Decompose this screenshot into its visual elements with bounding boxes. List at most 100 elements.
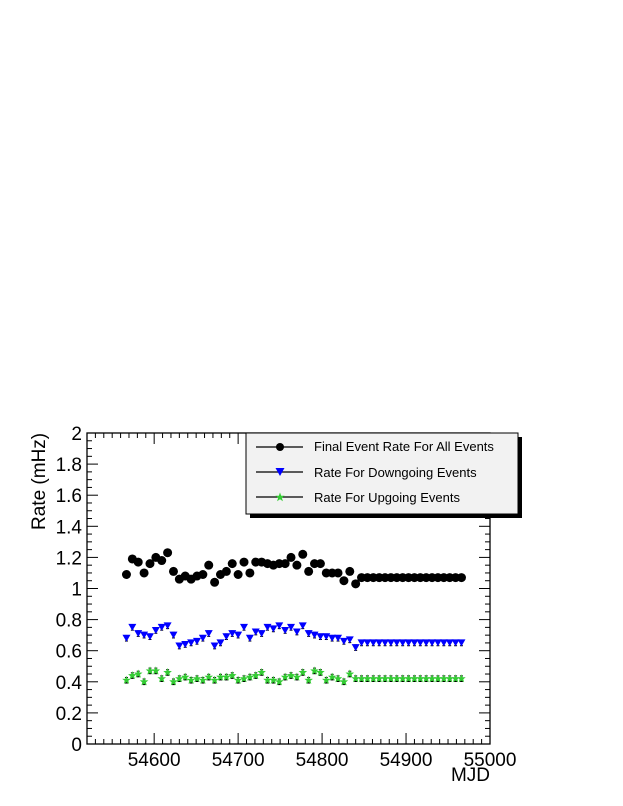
- data-point: [398, 639, 407, 647]
- data-point: [128, 623, 137, 631]
- data-point: [439, 639, 448, 647]
- data-point: [216, 672, 225, 681]
- x-axis: 54600 54700 54800 54900 55000: [94, 433, 516, 771]
- data-point: [280, 672, 290, 681]
- data-point: [451, 674, 460, 683]
- data-point: [386, 639, 395, 647]
- data-point: [351, 674, 360, 683]
- data-point: [392, 639, 401, 647]
- x-tick-label: 54700: [212, 750, 265, 771]
- data-point: [310, 631, 319, 639]
- plot-area: 54600 54700 54800 54900 55000 0 0.2 0.4 0.6 0.8 1…: [56, 424, 517, 771]
- data-point: [222, 633, 231, 641]
- data-point: [275, 622, 284, 630]
- data-point: [327, 672, 337, 681]
- data-point: [445, 639, 454, 647]
- data-point: [375, 639, 384, 647]
- y-tick-label: 1.2: [56, 548, 82, 569]
- data-point: [269, 675, 278, 684]
- data-point: [339, 637, 348, 645]
- data-point: [334, 634, 343, 642]
- data-point: [451, 639, 460, 647]
- legend-marker-circle: [276, 443, 284, 451]
- data-point: [322, 675, 331, 684]
- data-point: [163, 548, 173, 558]
- data-point: [198, 675, 208, 684]
- data-point: [298, 668, 308, 677]
- data-point: [233, 570, 243, 580]
- data-point: [410, 674, 419, 683]
- data-point: [422, 639, 431, 647]
- data-point: [304, 630, 313, 638]
- data-point: [133, 557, 143, 567]
- data-point: [233, 675, 243, 684]
- data-point: [386, 674, 396, 683]
- data-point: [416, 639, 425, 647]
- data-point: [433, 639, 442, 647]
- data-point: [181, 640, 190, 648]
- data-point: [310, 666, 319, 675]
- data-point: [216, 639, 225, 647]
- data-point: [345, 669, 355, 678]
- data-point: [339, 576, 349, 586]
- data-point: [298, 549, 308, 559]
- data-point: [410, 639, 419, 647]
- data-point: [427, 674, 437, 683]
- data-point: [392, 674, 402, 683]
- data-point: [428, 639, 437, 647]
- data-point: [345, 566, 355, 576]
- data-point: [227, 559, 237, 569]
- data-point: [145, 666, 155, 675]
- data-point: [416, 674, 425, 683]
- y-tick-label: 0.2: [56, 704, 82, 725]
- data-point: [168, 566, 178, 576]
- data-point: [251, 628, 260, 636]
- data-point: [257, 668, 266, 677]
- data-point: [122, 634, 131, 642]
- legend: Final Event Rate For All Events Rate For…: [245, 432, 522, 518]
- data-point: [445, 674, 454, 683]
- series-2: [122, 666, 466, 686]
- data-point: [187, 639, 196, 647]
- data-point: [157, 623, 166, 631]
- x-tick-label: 54800: [296, 750, 349, 771]
- data-point: [139, 568, 149, 578]
- data-point: [122, 675, 131, 684]
- data-point: [292, 560, 302, 570]
- data-point: [240, 623, 249, 631]
- data-point: [457, 674, 466, 683]
- x-axis-title: MJD: [451, 765, 490, 786]
- y-axis: 0 0.2 0.4 0.6 0.8 1 1.2 1.4 1.6 1.8 2: [56, 424, 490, 756]
- data-point: [345, 636, 354, 644]
- y-tick-label: 0.4: [56, 673, 83, 694]
- data-point: [140, 631, 149, 639]
- data-point: [228, 671, 237, 680]
- y-tick-label: 1: [71, 580, 82, 601]
- data-point: [369, 674, 378, 683]
- data-point: [269, 625, 278, 633]
- data-point: [145, 559, 155, 569]
- data-point: [286, 552, 296, 562]
- data-point: [381, 639, 390, 647]
- data-point: [315, 559, 325, 569]
- data-point: [139, 677, 149, 686]
- data-point: [292, 672, 302, 681]
- legend-entry-all-events: Final Event Rate For All Events: [256, 439, 494, 454]
- y-tick-label: 0: [71, 735, 82, 756]
- data-point: [421, 674, 431, 683]
- legend-marker-star: [275, 492, 285, 502]
- data-point: [175, 674, 184, 683]
- y-axis-title: Rate (mHz): [29, 433, 50, 530]
- series-1: [122, 622, 466, 652]
- data-point: [251, 671, 260, 680]
- data-point: [245, 568, 255, 578]
- data-point: [210, 642, 219, 650]
- data-point: [204, 630, 213, 638]
- data-point: [239, 557, 249, 567]
- data-point: [281, 626, 290, 634]
- data-point: [121, 570, 131, 580]
- data-point: [245, 672, 255, 681]
- data-point: [221, 566, 231, 576]
- data-point: [234, 631, 243, 639]
